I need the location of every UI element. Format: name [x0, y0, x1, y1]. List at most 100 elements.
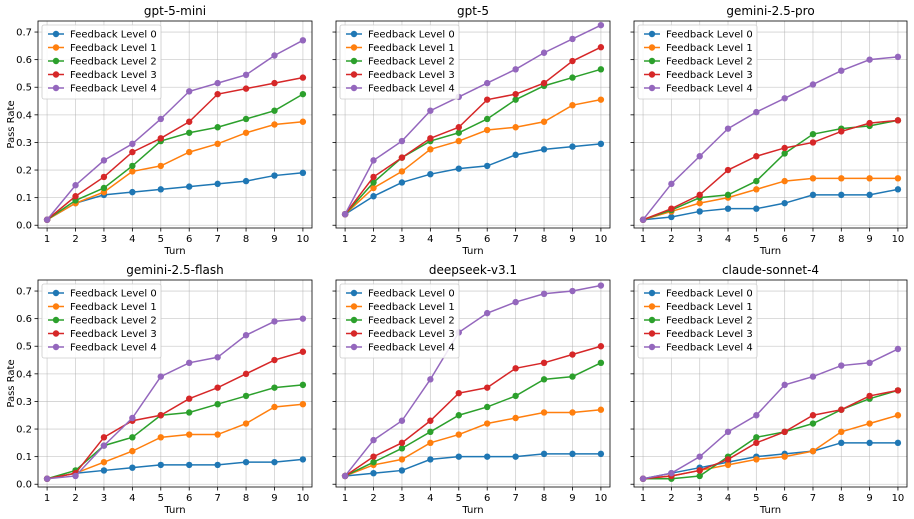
data-point: [838, 428, 845, 435]
chart-title: gpt-5: [457, 4, 489, 18]
chart-title: gemini-2.5-flash: [126, 263, 223, 277]
data-point: [696, 191, 703, 199]
y-tick-label: 0.2: [16, 166, 32, 177]
data-point: [838, 191, 845, 199]
data-point: [100, 442, 108, 449]
data-point: [129, 168, 136, 175]
data-point: [809, 191, 817, 199]
y-tick-label: 0.2: [16, 425, 32, 436]
legend-marker-3: [52, 71, 60, 78]
data-point: [569, 101, 576, 109]
chart-title: claude-sonnet-4: [722, 263, 819, 277]
x-tick-label: 2: [72, 234, 78, 245]
series-line-3: [344, 46, 602, 215]
x-tick-label: 2: [370, 234, 376, 245]
legend-label-1: Feedback Level 1: [70, 302, 157, 313]
x-tick-label: 5: [158, 493, 164, 504]
x-tick-label: 8: [838, 234, 844, 245]
data-point: [569, 143, 576, 150]
legend-marker-4: [52, 343, 60, 351]
chart-panel-6: 1 2 3 4 5 6 7 8 9 10 claude-sonnet-4 Turn Feedback L…: [630, 263, 908, 516]
x-tick-label: 8: [838, 493, 844, 504]
x-tick-label: 2: [668, 493, 674, 504]
legend-label-3: Feedback Level 3: [666, 70, 753, 81]
data-point: [427, 107, 434, 114]
data-point: [398, 439, 406, 447]
data-point: [696, 467, 703, 474]
series-line-1: [642, 414, 899, 480]
x-tick-label: 7: [810, 493, 816, 504]
x-tick-label: 4: [725, 234, 731, 245]
legend-marker-1: [648, 44, 656, 51]
x-tick-label: 9: [569, 493, 575, 504]
data-point: [427, 456, 434, 463]
legend-marker-2: [350, 316, 358, 324]
data-point: [569, 57, 576, 65]
data-point: [838, 406, 845, 413]
data-point: [214, 401, 221, 408]
x-tick-label: 4: [129, 493, 135, 504]
data-point: [809, 420, 817, 427]
series-line-0: [345, 453, 601, 477]
data-point: [809, 81, 817, 88]
data-point: [540, 290, 548, 297]
data-point: [427, 376, 434, 383]
x-tick-label: 1: [342, 234, 348, 245]
series-line-1: [46, 403, 303, 480]
data-point: [484, 79, 491, 87]
data-point: [894, 175, 902, 182]
data-point: [271, 52, 278, 59]
data-point: [299, 118, 307, 125]
data-point: [299, 90, 307, 98]
x-tick-label: 10: [297, 234, 310, 245]
data-point: [214, 384, 221, 391]
series-line-0: [46, 172, 303, 221]
series-line-4: [344, 24, 602, 215]
data-point: [370, 436, 377, 444]
series-line-3: [46, 76, 304, 221]
data-point: [484, 126, 491, 134]
data-point: [299, 37, 307, 44]
series-line-1: [344, 408, 601, 477]
data-point: [242, 85, 250, 92]
data-point: [100, 173, 108, 181]
data-point: [455, 124, 462, 131]
x-tick-label: 8: [243, 234, 249, 245]
data-point: [129, 140, 136, 148]
data-point: [512, 365, 519, 372]
data-point: [341, 211, 349, 218]
legend-box: [41, 24, 162, 100]
legend: Feedback Level 0 Feedback Level 1 Feedback…: [41, 283, 162, 359]
data-point: [271, 403, 278, 411]
data-point: [157, 434, 164, 441]
data-point: [455, 431, 462, 438]
data-point: [753, 153, 760, 160]
legend-label-2: Feedback Level 2: [70, 316, 157, 327]
data-point: [753, 108, 760, 116]
data-point: [271, 107, 278, 114]
data-point: [696, 199, 703, 207]
data-point: [427, 439, 434, 447]
legend-marker-0: [648, 30, 656, 38]
data-point: [299, 401, 307, 408]
data-point: [894, 345, 902, 353]
data-point: [299, 381, 307, 389]
x-tick-label: 10: [892, 234, 905, 245]
x-tick-label: 6: [781, 493, 787, 504]
data-point: [597, 96, 605, 103]
x-tick-label: 9: [866, 234, 872, 245]
data-point: [512, 151, 519, 159]
x-tick-label: 7: [810, 234, 816, 245]
x-tick-label: 9: [271, 493, 277, 504]
data-point: [186, 148, 193, 156]
legend-label-0: Feedback Level 0: [368, 289, 455, 300]
x-tick-label: 10: [297, 493, 310, 504]
data-point: [809, 130, 817, 138]
data-point: [597, 406, 605, 413]
data-point: [484, 420, 491, 427]
data-point: [569, 409, 576, 416]
data-point: [838, 128, 845, 135]
x-tick-label: 5: [753, 493, 759, 504]
data-point: [639, 216, 647, 223]
